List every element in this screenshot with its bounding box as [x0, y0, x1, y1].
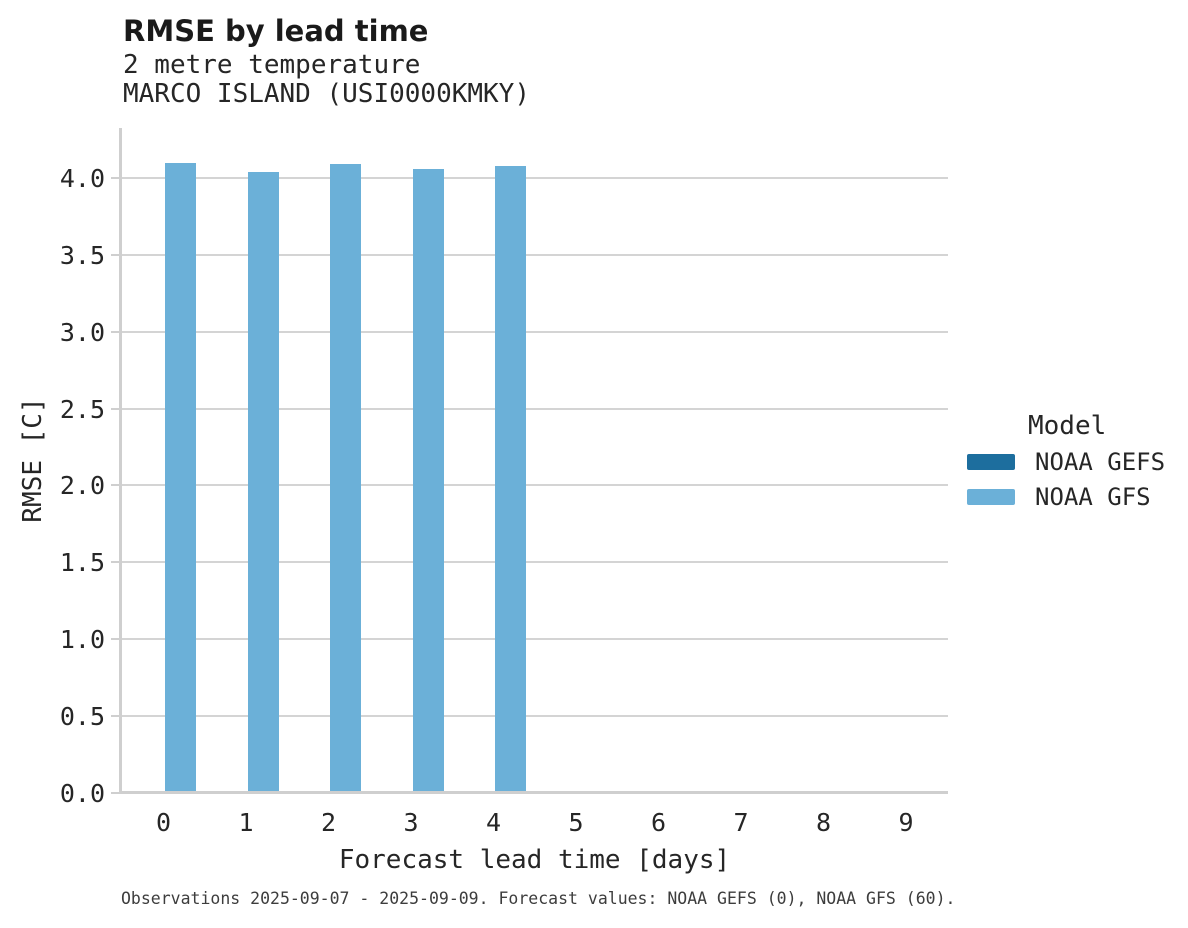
- y-tick-mark: [111, 484, 119, 487]
- chart-subtitle-station: MARCO ISLAND (USI0000KMKY): [123, 79, 530, 109]
- y-tick-label: 1.5: [59, 548, 105, 578]
- y-tick-mark: [111, 715, 119, 718]
- legend-title: Model: [1028, 411, 1107, 441]
- chart-title: RMSE by lead time: [123, 14, 429, 48]
- y-axis-spine: [119, 128, 122, 794]
- gridline-y-4.0: [122, 176, 948, 179]
- bar-noaa-gfs-day-0: [165, 162, 196, 791]
- x-axis-line: [119, 791, 948, 794]
- bar-noaa-gfs-day-4: [495, 165, 526, 791]
- legend-label: NOAA GFS: [1035, 483, 1151, 511]
- legend-label: NOAA GEFS: [1035, 448, 1166, 476]
- y-tick-mark: [111, 407, 119, 410]
- y-tick-label: 2.0: [59, 471, 105, 501]
- legend-swatch-noaa-gefs: [967, 454, 1015, 470]
- y-tick-label: 1.0: [59, 625, 105, 655]
- x-tick-label: 5: [568, 808, 584, 837]
- chart-subtitle-variable: 2 metre temperature: [123, 50, 421, 80]
- x-axis-label: Forecast lead time [days]: [338, 845, 731, 875]
- legend-entry-noaa-gefs: NOAA GEFS: [967, 448, 1166, 476]
- y-tick-label: 2.5: [59, 394, 105, 424]
- bar-noaa-gfs-day-1: [247, 171, 279, 791]
- bar-noaa-gfs-day-3: [412, 168, 444, 791]
- gridline-y-2.5: [122, 407, 948, 410]
- gridline-y-3.0: [122, 330, 948, 333]
- y-tick-label: 4.0: [59, 163, 105, 193]
- x-tick-label: 4: [485, 808, 502, 837]
- x-tick-label: 6: [650, 808, 667, 837]
- gridline-y-2.0: [122, 484, 948, 487]
- y-axis-label: RMSE [C]: [18, 397, 48, 523]
- y-tick-mark: [111, 330, 119, 333]
- x-tick-label: 9: [898, 808, 914, 837]
- legend-entry-noaa-gfs: NOAA GFS: [967, 483, 1151, 511]
- x-tick-label: 2: [320, 808, 337, 837]
- gridline-y-0.5: [122, 715, 948, 718]
- y-tick-label: 0.5: [59, 702, 105, 732]
- caption-text: Observations 2025-09-07 - 2025-09-09. Fo…: [121, 889, 956, 908]
- x-tick-label: 0: [155, 808, 172, 837]
- y-tick-mark: [111, 253, 119, 256]
- y-tick-mark: [111, 561, 119, 564]
- y-tick-label: 0.0: [59, 779, 105, 808]
- gridline-y-1.5: [122, 561, 948, 564]
- y-tick-mark: [111, 792, 119, 794]
- y-tick-label: 3.5: [59, 240, 105, 270]
- x-tick-label: 3: [403, 808, 419, 837]
- gridline-y-3.5: [122, 253, 948, 256]
- legend-swatch-noaa-gfs: [967, 489, 1015, 505]
- x-tick-label: 8: [815, 808, 832, 837]
- y-tick-label: 3.0: [59, 317, 105, 347]
- y-tick-mark: [111, 638, 119, 641]
- x-tick-label: 7: [733, 808, 749, 837]
- y-tick-mark: [111, 176, 119, 179]
- gridline-y-1.0: [122, 638, 948, 641]
- x-tick-label: 1: [238, 808, 254, 837]
- bar-noaa-gfs-day-2: [330, 164, 361, 791]
